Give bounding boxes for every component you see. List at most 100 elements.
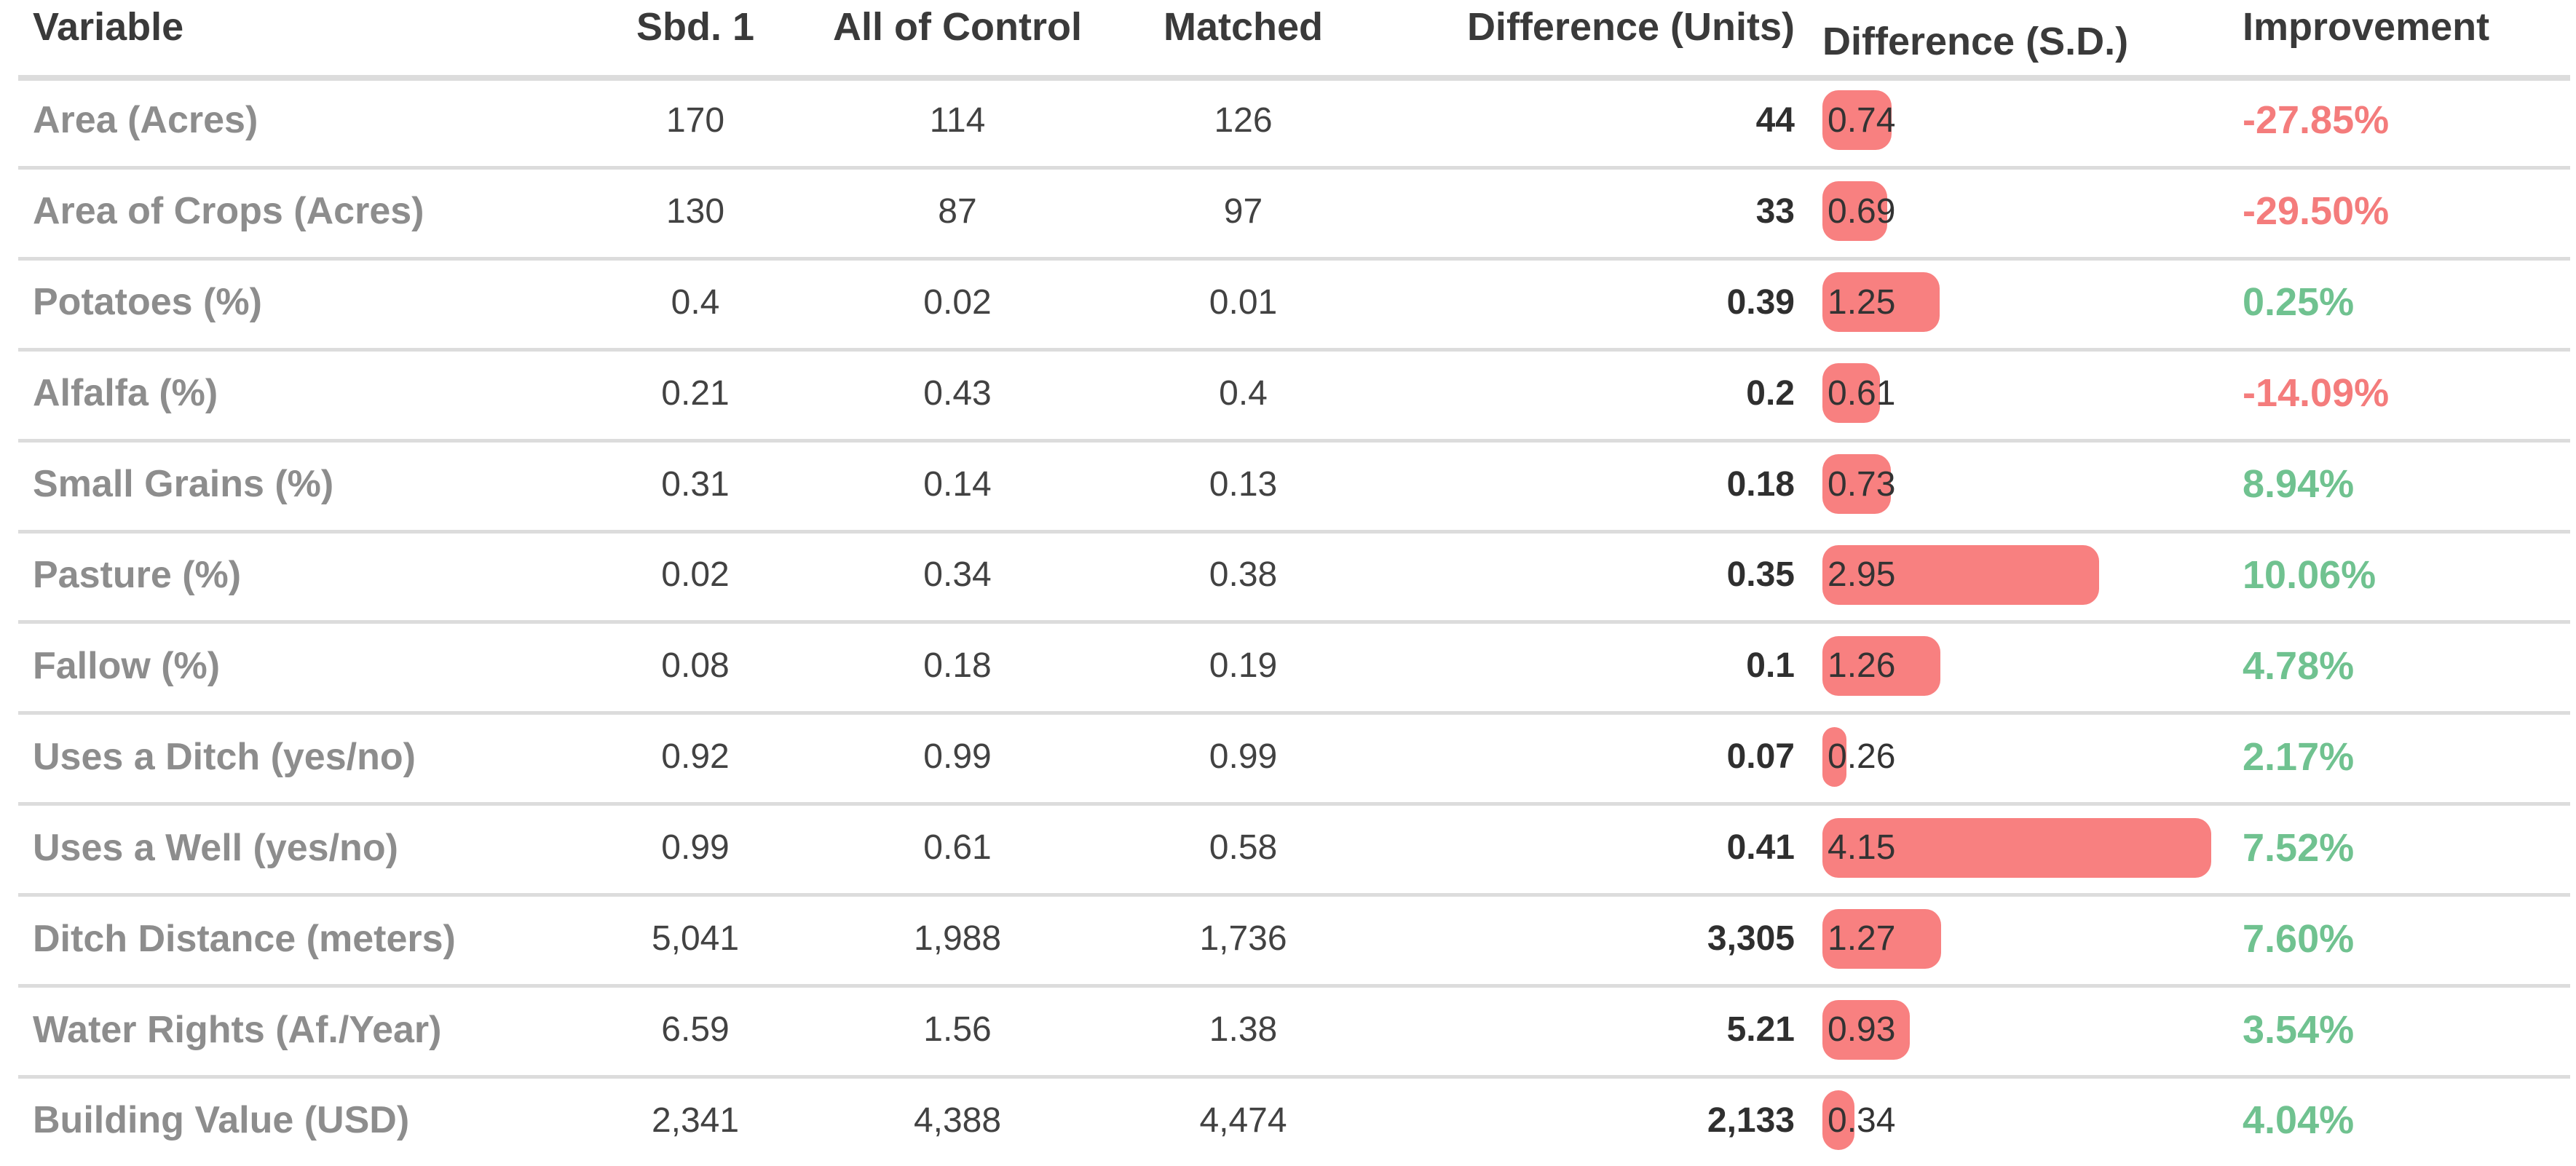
sbd1-value: 0.21 — [661, 373, 730, 413]
difference-units-value: 0.07 — [1726, 737, 1795, 777]
sbd1-value: 0.99 — [661, 828, 730, 868]
table-row: Area (Acres) 170 114 126 44 0.74 -27.85% — [0, 75, 2576, 166]
difference-units-value: 3,305 — [1707, 919, 1795, 959]
matched-value: 0.99 — [1209, 737, 1278, 777]
difference-sd-value: 0.26 — [1828, 737, 1896, 777]
difference-sd-value: 0.69 — [1828, 191, 1896, 231]
difference-sd-value: 2.95 — [1828, 555, 1896, 595]
matched-value: 1.38 — [1209, 1010, 1278, 1050]
matched-value: 0.38 — [1209, 555, 1278, 595]
variable-label: Uses a Ditch (yes/no) — [33, 735, 416, 778]
improvement-value: 2.17% — [2243, 734, 2355, 779]
sbd1-value: 2,341 — [651, 1100, 740, 1140]
all-of-control-value: 0.61 — [923, 828, 992, 868]
all-of-control-value: 0.99 — [923, 737, 992, 777]
sbd1-value: 6.59 — [661, 1010, 730, 1050]
matched-value: 0.19 — [1209, 646, 1278, 686]
column-header-improvement: Improvement — [2243, 5, 2490, 49]
table-row: Area of Crops (Acres) 130 87 97 33 0.69 … — [0, 165, 2576, 257]
difference-sd-cell: 0.93 — [1795, 984, 2221, 1075]
variable-label: Small Grains (%) — [33, 463, 334, 506]
variable-label: Area (Acres) — [33, 99, 258, 142]
difference-sd-value: 1.26 — [1828, 646, 1896, 686]
row-divider — [18, 256, 2570, 261]
matched-value: 4,474 — [1199, 1100, 1287, 1140]
sd-bar — [1822, 1090, 1854, 1151]
matched-value: 0.58 — [1209, 828, 1278, 868]
matched-value: 0.13 — [1209, 464, 1278, 504]
sd-bar — [1822, 908, 1942, 969]
difference-sd-cell: 0.69 — [1795, 166, 2221, 257]
column-header-difference-sd: Difference (S.D.) — [1822, 20, 2129, 64]
column-header-difference-units: Difference (Units) — [1466, 5, 1795, 49]
difference-sd-value: 0.93 — [1828, 1010, 1896, 1050]
row-divider — [18, 802, 2570, 806]
table-header: Variable Sbd. 1 All of Control Matched D… — [0, 0, 2576, 75]
row-divider — [18, 75, 2570, 81]
row-divider — [18, 438, 2570, 443]
difference-units-value: 5.21 — [1726, 1010, 1795, 1050]
variable-label: Potatoes (%) — [33, 281, 262, 324]
all-of-control-value: 87 — [938, 191, 977, 231]
column-header-sbd1: Sbd. 1 — [636, 5, 755, 49]
difference-sd-cell: 0.26 — [1795, 711, 2221, 802]
sd-bar — [1822, 181, 1887, 242]
improvement-value: 7.60% — [2243, 916, 2355, 961]
improvement-value: -29.50% — [2243, 189, 2390, 234]
all-of-control-value: 1.56 — [923, 1010, 992, 1050]
sbd1-value: 0.4 — [671, 282, 720, 322]
difference-sd-cell: 1.27 — [1795, 893, 2221, 984]
difference-sd-cell: 0.34 — [1795, 1075, 2221, 1166]
variable-label: Uses a Well (yes/no) — [33, 826, 398, 869]
row-divider — [18, 347, 2570, 352]
column-header-all-of-control: All of Control — [833, 5, 1082, 49]
improvement-value: -14.09% — [2243, 371, 2390, 416]
all-of-control-value: 0.43 — [923, 373, 992, 413]
sd-bar — [1822, 817, 2212, 878]
sd-bar — [1822, 999, 1910, 1060]
table-row: Building Value (USD) 2,341 4,388 4,474 2… — [0, 1074, 2576, 1166]
row-divider — [18, 711, 2570, 715]
matched-value: 97 — [1223, 191, 1263, 231]
sbd1-value: 0.31 — [661, 464, 730, 504]
all-of-control-value: 114 — [929, 100, 986, 140]
sbd1-value: 130 — [665, 191, 725, 231]
variable-label: Fallow (%) — [33, 644, 221, 687]
sd-bar — [1822, 272, 1940, 333]
sd-bar — [1822, 635, 1941, 696]
difference-sd-value: 0.74 — [1828, 100, 1896, 140]
column-header-variable: Variable — [33, 5, 184, 49]
sd-bar — [1822, 90, 1892, 151]
difference-units-value: 0.2 — [1746, 373, 1795, 413]
variable-label: Pasture (%) — [33, 553, 242, 596]
difference-sd-cell: 0.74 — [1795, 75, 2221, 166]
matched-value: 1,736 — [1199, 919, 1287, 959]
difference-sd-value: 0.61 — [1828, 373, 1896, 413]
difference-sd-value: 0.34 — [1828, 1100, 1896, 1140]
table-row: Pasture (%) 0.02 0.34 0.38 0.35 2.95 10.… — [0, 529, 2576, 621]
sbd1-value: 5,041 — [651, 919, 740, 959]
difference-units-value: 0.35 — [1726, 555, 1795, 595]
improvement-value: 0.25% — [2243, 280, 2355, 325]
variable-label: Water Rights (Af./Year) — [33, 1008, 442, 1051]
variable-label: Ditch Distance (meters) — [33, 917, 456, 960]
difference-units-value: 0.1 — [1746, 646, 1795, 686]
all-of-control-value: 4,388 — [913, 1100, 1002, 1140]
sbd1-value: 0.02 — [661, 555, 730, 595]
table-row: Uses a Well (yes/no) 0.99 0.61 0.58 0.41… — [0, 802, 2576, 893]
sd-bar — [1822, 363, 1880, 424]
difference-units-value: 0.18 — [1726, 464, 1795, 504]
all-of-control-value: 1,988 — [913, 919, 1002, 959]
variable-label: Area of Crops (Acres) — [33, 190, 424, 233]
table-row: Ditch Distance (meters) 5,041 1,988 1,73… — [0, 893, 2576, 984]
difference-sd-cell: 0.73 — [1795, 439, 2221, 530]
table-row: Fallow (%) 0.08 0.18 0.19 0.1 1.26 4.78% — [0, 620, 2576, 711]
row-divider — [18, 1074, 2570, 1079]
sd-bar — [1822, 726, 1847, 787]
improvement-value: 8.94% — [2243, 462, 2355, 507]
difference-units-value: 33 — [1755, 191, 1795, 231]
table-row: Water Rights (Af./Year) 6.59 1.56 1.38 5… — [0, 984, 2576, 1075]
table-row: Small Grains (%) 0.31 0.14 0.13 0.18 0.7… — [0, 438, 2576, 530]
difference-sd-value: 0.73 — [1828, 464, 1896, 504]
